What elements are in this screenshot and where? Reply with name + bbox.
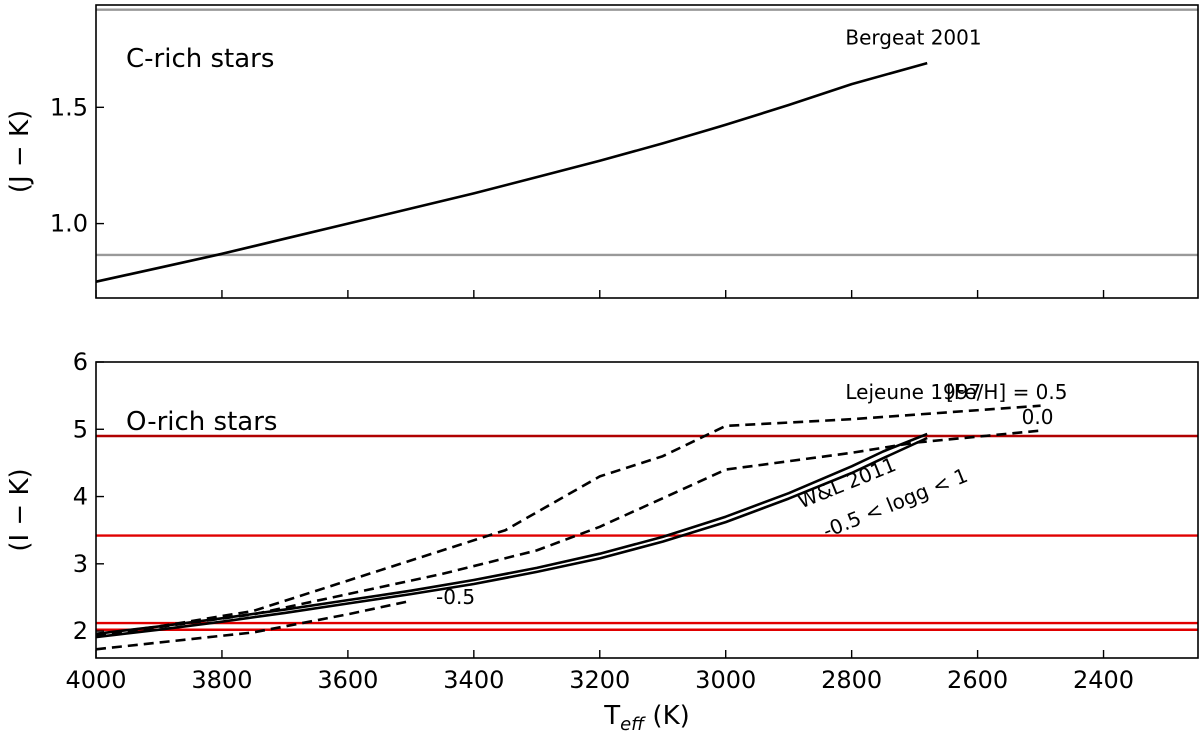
y-tick-label: 1.0: [50, 210, 88, 238]
plot-frame: [95, 4, 1199, 299]
x-tick-label: 3800: [191, 666, 252, 694]
series-line-w-l-2011-upper: [95, 432, 928, 636]
series-line-0-5: [95, 599, 412, 651]
x-tick-label: 2400: [1073, 666, 1134, 694]
x-axis-label-sub: eff: [620, 714, 646, 735]
series-line-0-0: [95, 429, 1041, 638]
y-tick-label: 1.5: [50, 93, 88, 121]
series-line-w-l-2011-lower: [95, 436, 928, 639]
x-tick-label: 3200: [569, 666, 630, 694]
series-group: [95, 61, 928, 283]
ticks: 1.0 1.5: [50, 93, 1105, 298]
x-tick-label: 3600: [317, 666, 378, 694]
y-axis-label: (I − K): [5, 468, 35, 551]
panel-o-rich: 4000 3800 3600 3400 3200 3000 2800 2600 2400 2 3 4 5…: [5, 348, 1199, 735]
ticks: 4000 3800 3600 3400 3200 3000 2800 2600 2400 2 3 4 5…: [65, 348, 1134, 694]
x-tick-label: 2800: [821, 666, 882, 694]
y-tick-label: 2: [73, 617, 88, 645]
annotation-fe-h-0-5: [Fe/H] = 0.5: [946, 380, 1067, 404]
x-axis-label: Teff (K): [603, 701, 690, 735]
series-group: [95, 404, 1041, 651]
x-axis-label-main: T: [603, 701, 620, 731]
reference-lines: [96, 434, 1198, 631]
x-tick-label: 3400: [443, 666, 504, 694]
annotation-bergeat-2001: Bergeat 2001: [845, 26, 981, 50]
panel-c-rich: 1.0 1.5 C-rich stars (J − K) Bergeat 2001: [5, 4, 1199, 299]
x-axis-label-tail: (K): [644, 701, 690, 731]
annotation-0-0: 0.0: [1022, 405, 1054, 429]
plot-frame: [95, 361, 1199, 659]
annotations: Lejeune 1997[Fe/H] = 0.50.0-0.5W&L 2011-…: [436, 380, 1067, 609]
series-line-fe-h-0-5: [95, 404, 1041, 636]
x-tick-label: 3000: [695, 666, 756, 694]
annotation-lejeune-1997: Lejeune 1997: [845, 380, 981, 404]
y-axis-label: (J − K): [5, 110, 35, 193]
y-tick-label: 4: [73, 483, 88, 511]
y-tick-label: 3: [73, 550, 88, 578]
panel-label: O-rich stars: [126, 407, 277, 437]
annotation-0-5: -0.5: [436, 585, 475, 609]
y-tick-label: 5: [73, 415, 88, 443]
x-tick-label: 2600: [947, 666, 1008, 694]
annotations: Bergeat 2001: [845, 26, 981, 50]
y-tick-label: 6: [73, 348, 88, 376]
panel-label: C-rich stars: [126, 44, 274, 74]
series-line-bergeat-2001: [95, 61, 928, 283]
reference-lines: [96, 8, 1198, 257]
x-tick-label: 4000: [65, 666, 126, 694]
